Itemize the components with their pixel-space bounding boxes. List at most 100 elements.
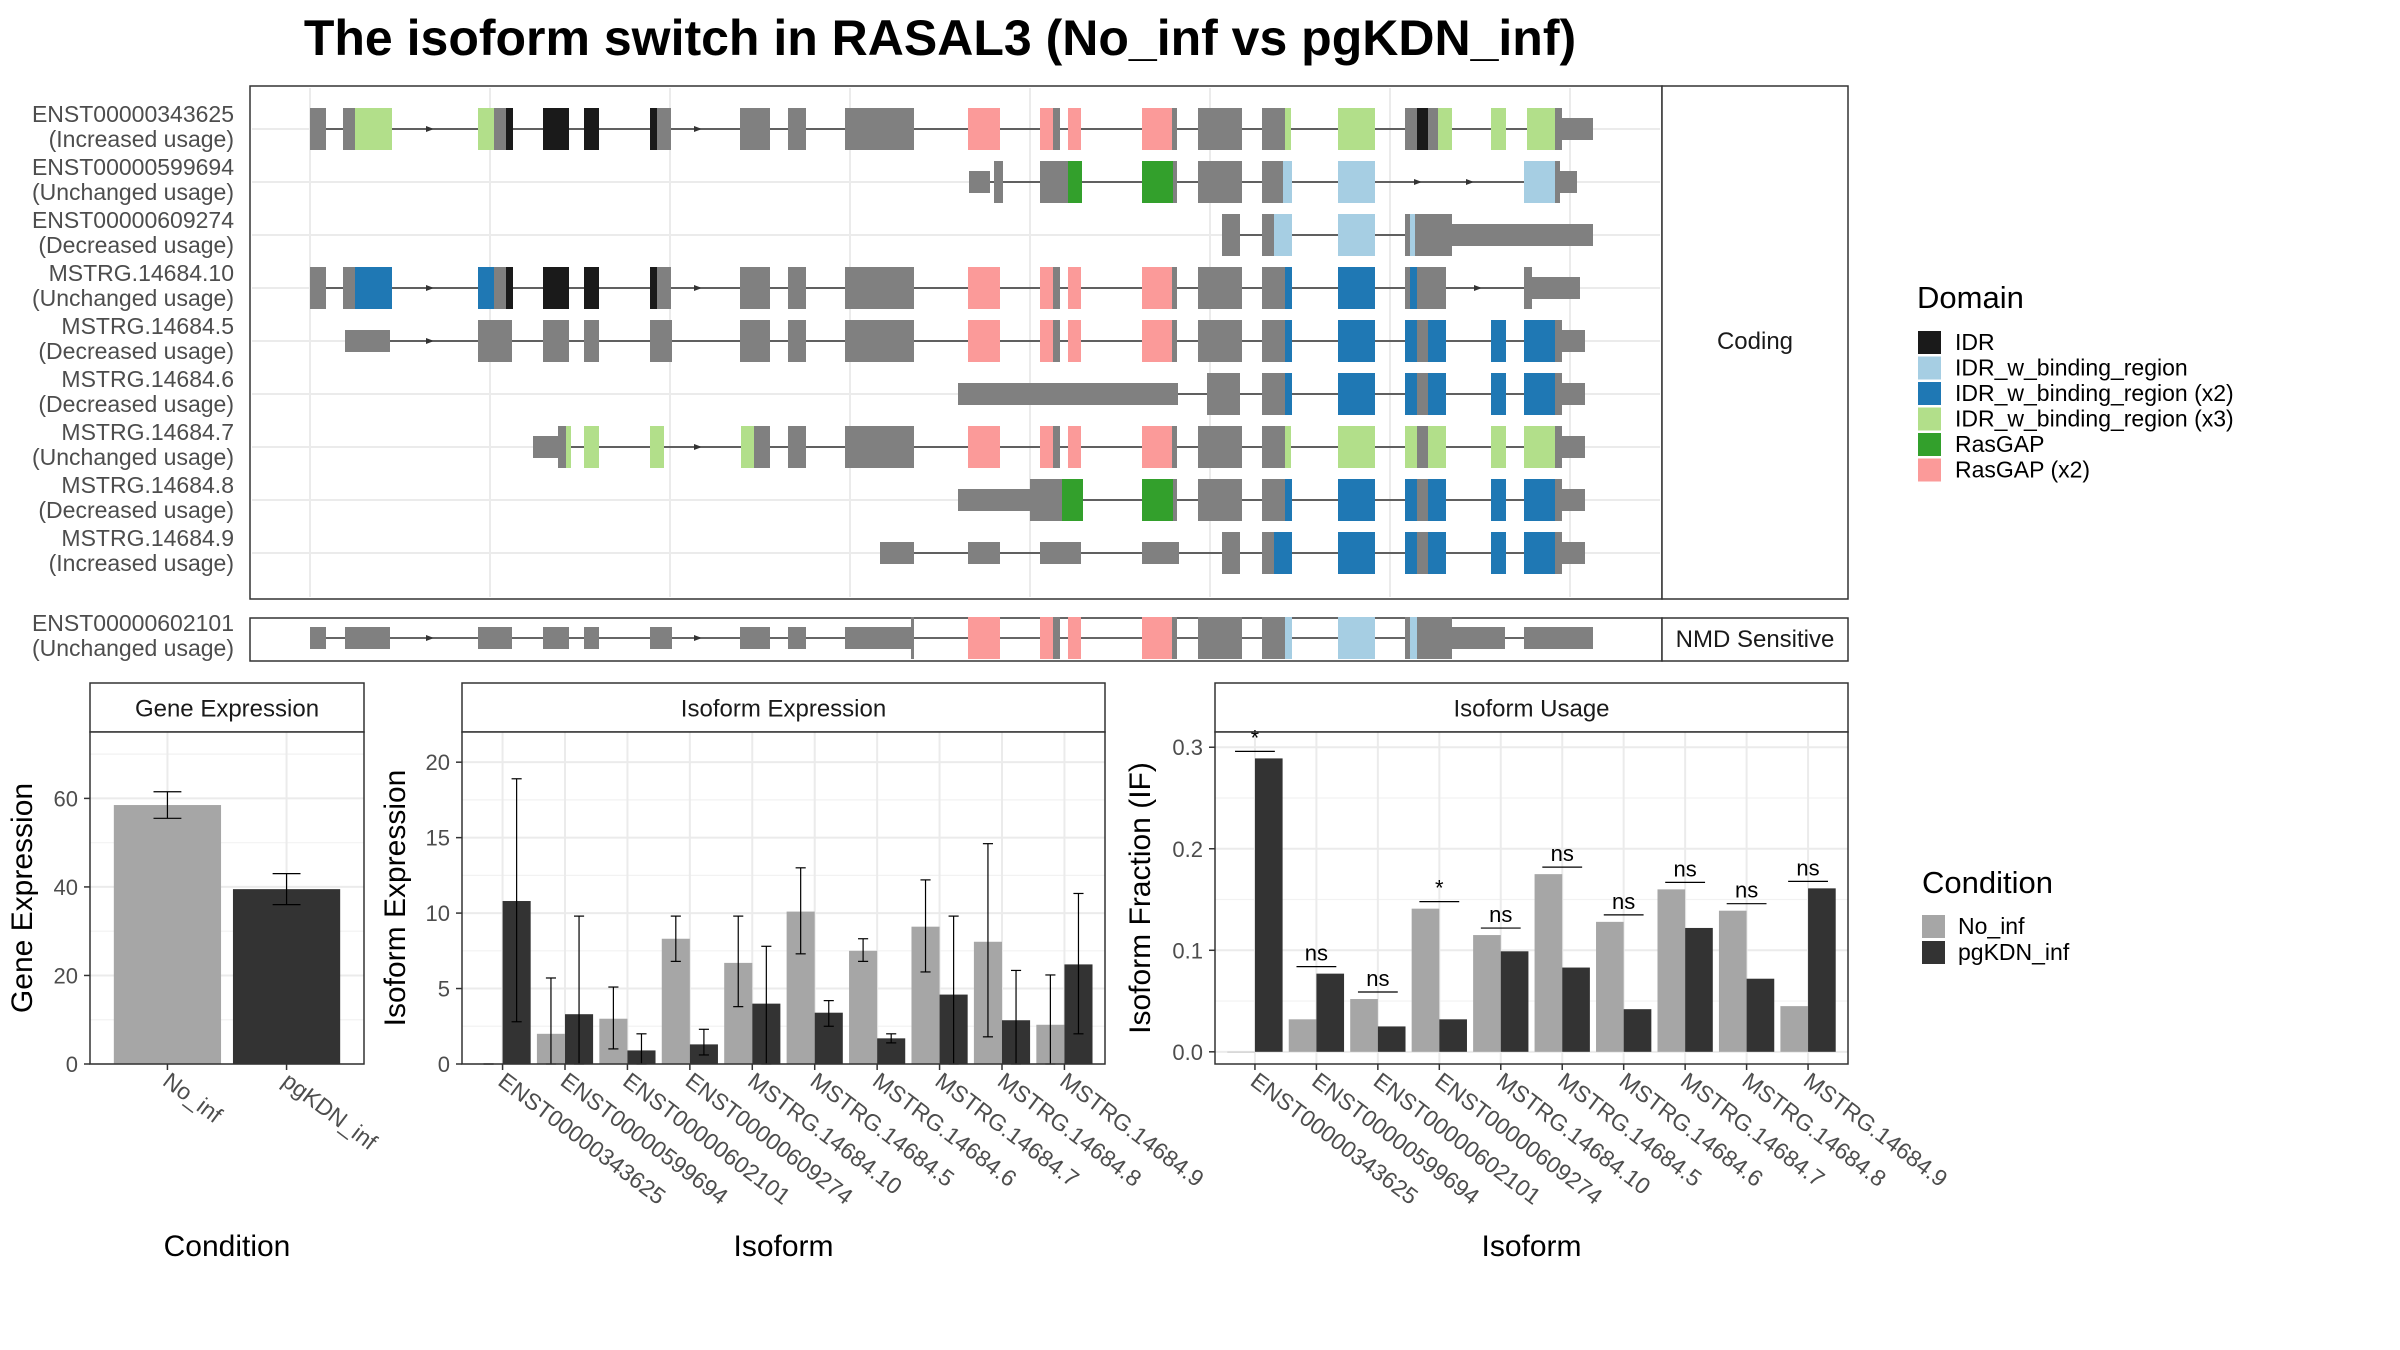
domain-legend-label: IDR_w_binding_region (x2) xyxy=(1955,380,2234,406)
noncoding-exon xyxy=(1452,224,1593,246)
domain-exon xyxy=(1405,479,1417,521)
domain-exon xyxy=(1274,532,1292,574)
coding-exon xyxy=(1053,108,1060,150)
domain-exon xyxy=(1428,479,1446,521)
coding-exon xyxy=(788,267,806,309)
coding-exon xyxy=(310,108,326,150)
significance-label: ns xyxy=(1366,966,1389,991)
domain-exon xyxy=(968,267,1000,309)
domain-exon xyxy=(1338,426,1375,468)
coding-exon xyxy=(478,320,512,362)
domain-exon xyxy=(1428,320,1446,362)
domain-exon xyxy=(478,267,494,309)
domain-exon xyxy=(1285,426,1291,468)
domain-exon xyxy=(1274,214,1292,256)
coding-exon xyxy=(1417,373,1428,415)
isoform-usage-label: (Decreased usage) xyxy=(38,338,234,364)
panel-border xyxy=(461,731,1106,1065)
x-axis-title: Isoform xyxy=(1481,1230,1581,1263)
coding-exon xyxy=(1417,532,1428,574)
domain-exon xyxy=(1438,108,1452,150)
coding-exon xyxy=(1555,161,1560,203)
domain-exon xyxy=(1524,426,1555,468)
bar xyxy=(113,805,222,1064)
domain-exon xyxy=(584,267,599,309)
domain-legend-swatch xyxy=(1918,382,1941,405)
y-tick-label: 20 xyxy=(426,750,450,775)
coding-exon xyxy=(1555,532,1562,574)
bar xyxy=(1562,967,1590,1052)
domain-exon xyxy=(1417,108,1428,150)
coding-exon xyxy=(1405,617,1410,659)
domain-exon xyxy=(1285,479,1292,521)
bar xyxy=(1350,999,1378,1052)
coding-exon xyxy=(1262,214,1274,256)
isoform-usage-label: (Increased usage) xyxy=(49,126,234,152)
domain-exon xyxy=(584,426,599,468)
coding-exon xyxy=(1053,320,1060,362)
domain-exon xyxy=(1068,320,1081,362)
coding-exon xyxy=(994,161,1003,203)
coding-exon xyxy=(788,320,806,362)
structure-nmd-tracks xyxy=(310,617,1593,659)
isoform-expression-chart: Isoform Expression05101520ENST0000034362… xyxy=(379,682,1209,1263)
y-tick-label: 10 xyxy=(426,901,450,926)
domain-exon xyxy=(1524,161,1555,203)
panel-strip-title: Isoform Usage xyxy=(1453,696,1609,723)
coding-exon xyxy=(1053,267,1060,309)
bar xyxy=(1718,910,1747,1052)
domain-exon xyxy=(1040,617,1053,659)
strand-arrow-icon xyxy=(426,126,434,132)
coding-exon xyxy=(845,426,914,468)
strand-arrow-icon xyxy=(694,635,702,641)
coding-exon xyxy=(310,267,326,309)
significance-label: ns xyxy=(1674,856,1697,881)
domain-exon xyxy=(1338,267,1375,309)
bar xyxy=(1411,908,1440,1052)
panel-strip-title: Isoform Expression xyxy=(681,696,886,723)
isoform-usage-label: (Unchanged usage) xyxy=(32,285,234,311)
coding-exon xyxy=(1262,108,1285,150)
strand-arrow-icon xyxy=(1474,285,1482,291)
domain-exon xyxy=(1405,373,1417,415)
significance-label: ns xyxy=(1489,902,1512,927)
coding-exon xyxy=(1262,426,1285,468)
domain-exon xyxy=(1062,479,1083,521)
coding-exon xyxy=(494,108,506,150)
domain-exon xyxy=(1142,617,1172,659)
coding-exon xyxy=(1262,320,1285,362)
coding-exon xyxy=(1040,161,1068,203)
isoform-id-label: ENST00000602101 xyxy=(32,610,234,636)
domain-exon xyxy=(1142,426,1172,468)
noncoding-exon xyxy=(1562,118,1593,140)
domain-exon xyxy=(741,426,754,468)
panel-strip-title: Gene Expression xyxy=(135,696,319,723)
panel-strip xyxy=(461,682,1106,733)
y-tick-label: 0.2 xyxy=(1172,837,1203,862)
domain-exon xyxy=(1142,320,1172,362)
domain-exon xyxy=(1040,108,1053,150)
noncoding-exon xyxy=(1524,627,1593,649)
domain-legend-label: RasGAP (x2) xyxy=(1955,457,2090,483)
strand-arrow-icon xyxy=(694,126,702,132)
coding-exon xyxy=(1222,532,1240,574)
nmd-strip-label: NMD Sensitive xyxy=(1676,626,1835,653)
coding-exon xyxy=(1198,617,1242,659)
isoform-id-label: MSTRG.14684.7 xyxy=(61,419,234,445)
noncoding-exon xyxy=(584,627,599,649)
domain-exon xyxy=(1142,108,1172,150)
noncoding-exon xyxy=(1562,489,1585,511)
nmd-isoform-labels: ENST00000602101(Unchanged usage) xyxy=(32,610,234,661)
noncoding-exon xyxy=(310,627,326,649)
domain-exon xyxy=(1405,426,1417,468)
noncoding-exon xyxy=(845,627,911,649)
bar xyxy=(1316,973,1345,1052)
coding-strip xyxy=(1661,85,1849,600)
isoform-id-label: MSTRG.14684.6 xyxy=(61,366,234,392)
figure-title: The isoform switch in RASAL3 (No_inf vs … xyxy=(304,10,1576,66)
domain-exon xyxy=(1491,108,1506,150)
y-axis-title: Isoform Expression xyxy=(379,770,412,1027)
y-tick-label: 0 xyxy=(438,1052,450,1077)
domain-exon xyxy=(650,426,664,468)
coding-exon xyxy=(740,108,770,150)
